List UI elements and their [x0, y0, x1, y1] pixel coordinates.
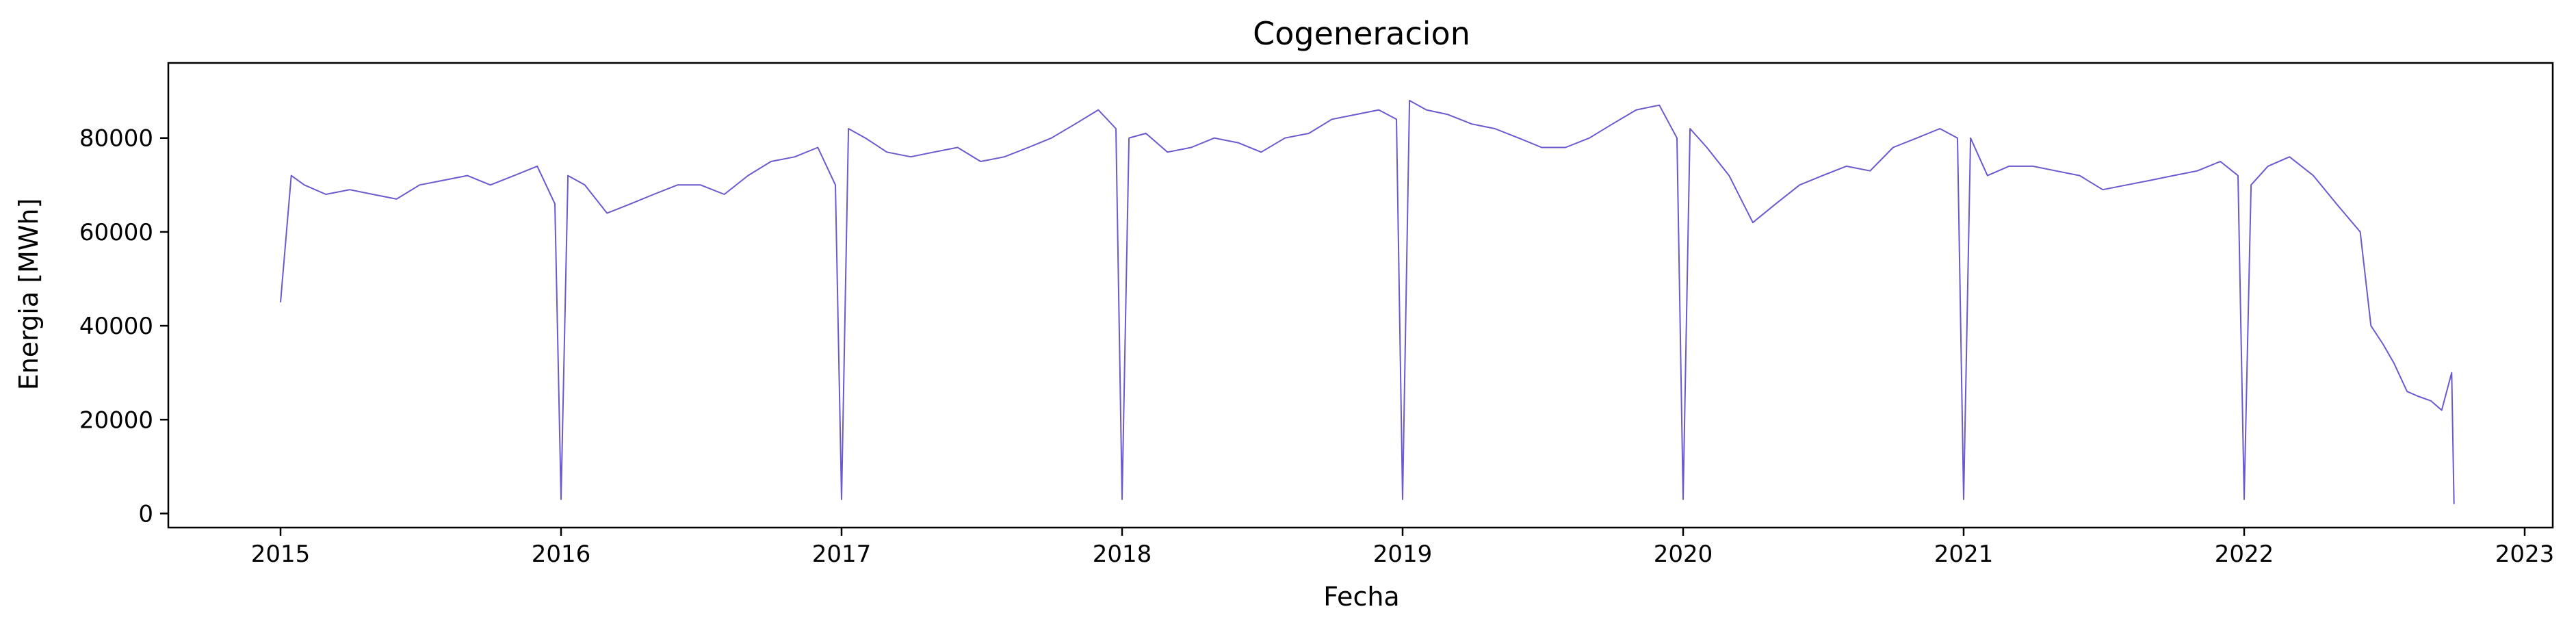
x-tick-label: 2019	[1373, 541, 1433, 568]
x-tick-label: 2016	[532, 541, 591, 568]
y-axis-label: Energia [MWh]	[14, 198, 44, 391]
x-tick-label: 2018	[1093, 541, 1152, 568]
y-tick-label: 80000	[79, 125, 153, 153]
chart-title: Cogeneracion	[1253, 15, 1470, 52]
y-tick-label: 60000	[79, 219, 153, 246]
plot-area	[280, 99, 2455, 504]
x-tick-label: 2021	[1934, 541, 1994, 568]
y-tick-label: 0	[138, 500, 153, 528]
y-tick-label: 20000	[79, 406, 153, 434]
x-tick-label: 2017	[812, 541, 872, 568]
y-tick-label: 40000	[79, 313, 153, 340]
x-tick-label: 2020	[1654, 541, 1713, 568]
y-axis: 0 20000 40000 60000 80000	[79, 125, 168, 528]
x-axis-label: Fecha	[1323, 582, 1399, 612]
plot-frame	[167, 62, 2554, 529]
x-tick-label: 2015	[251, 541, 311, 568]
x-tick-label: 2022	[2215, 541, 2274, 568]
x-tick-label: 2023	[2495, 541, 2555, 568]
series-line-0	[280, 99, 2455, 504]
x-axis: 2015 2016 2017 2018 2019 2020 2021 2022 2023	[251, 528, 2555, 568]
